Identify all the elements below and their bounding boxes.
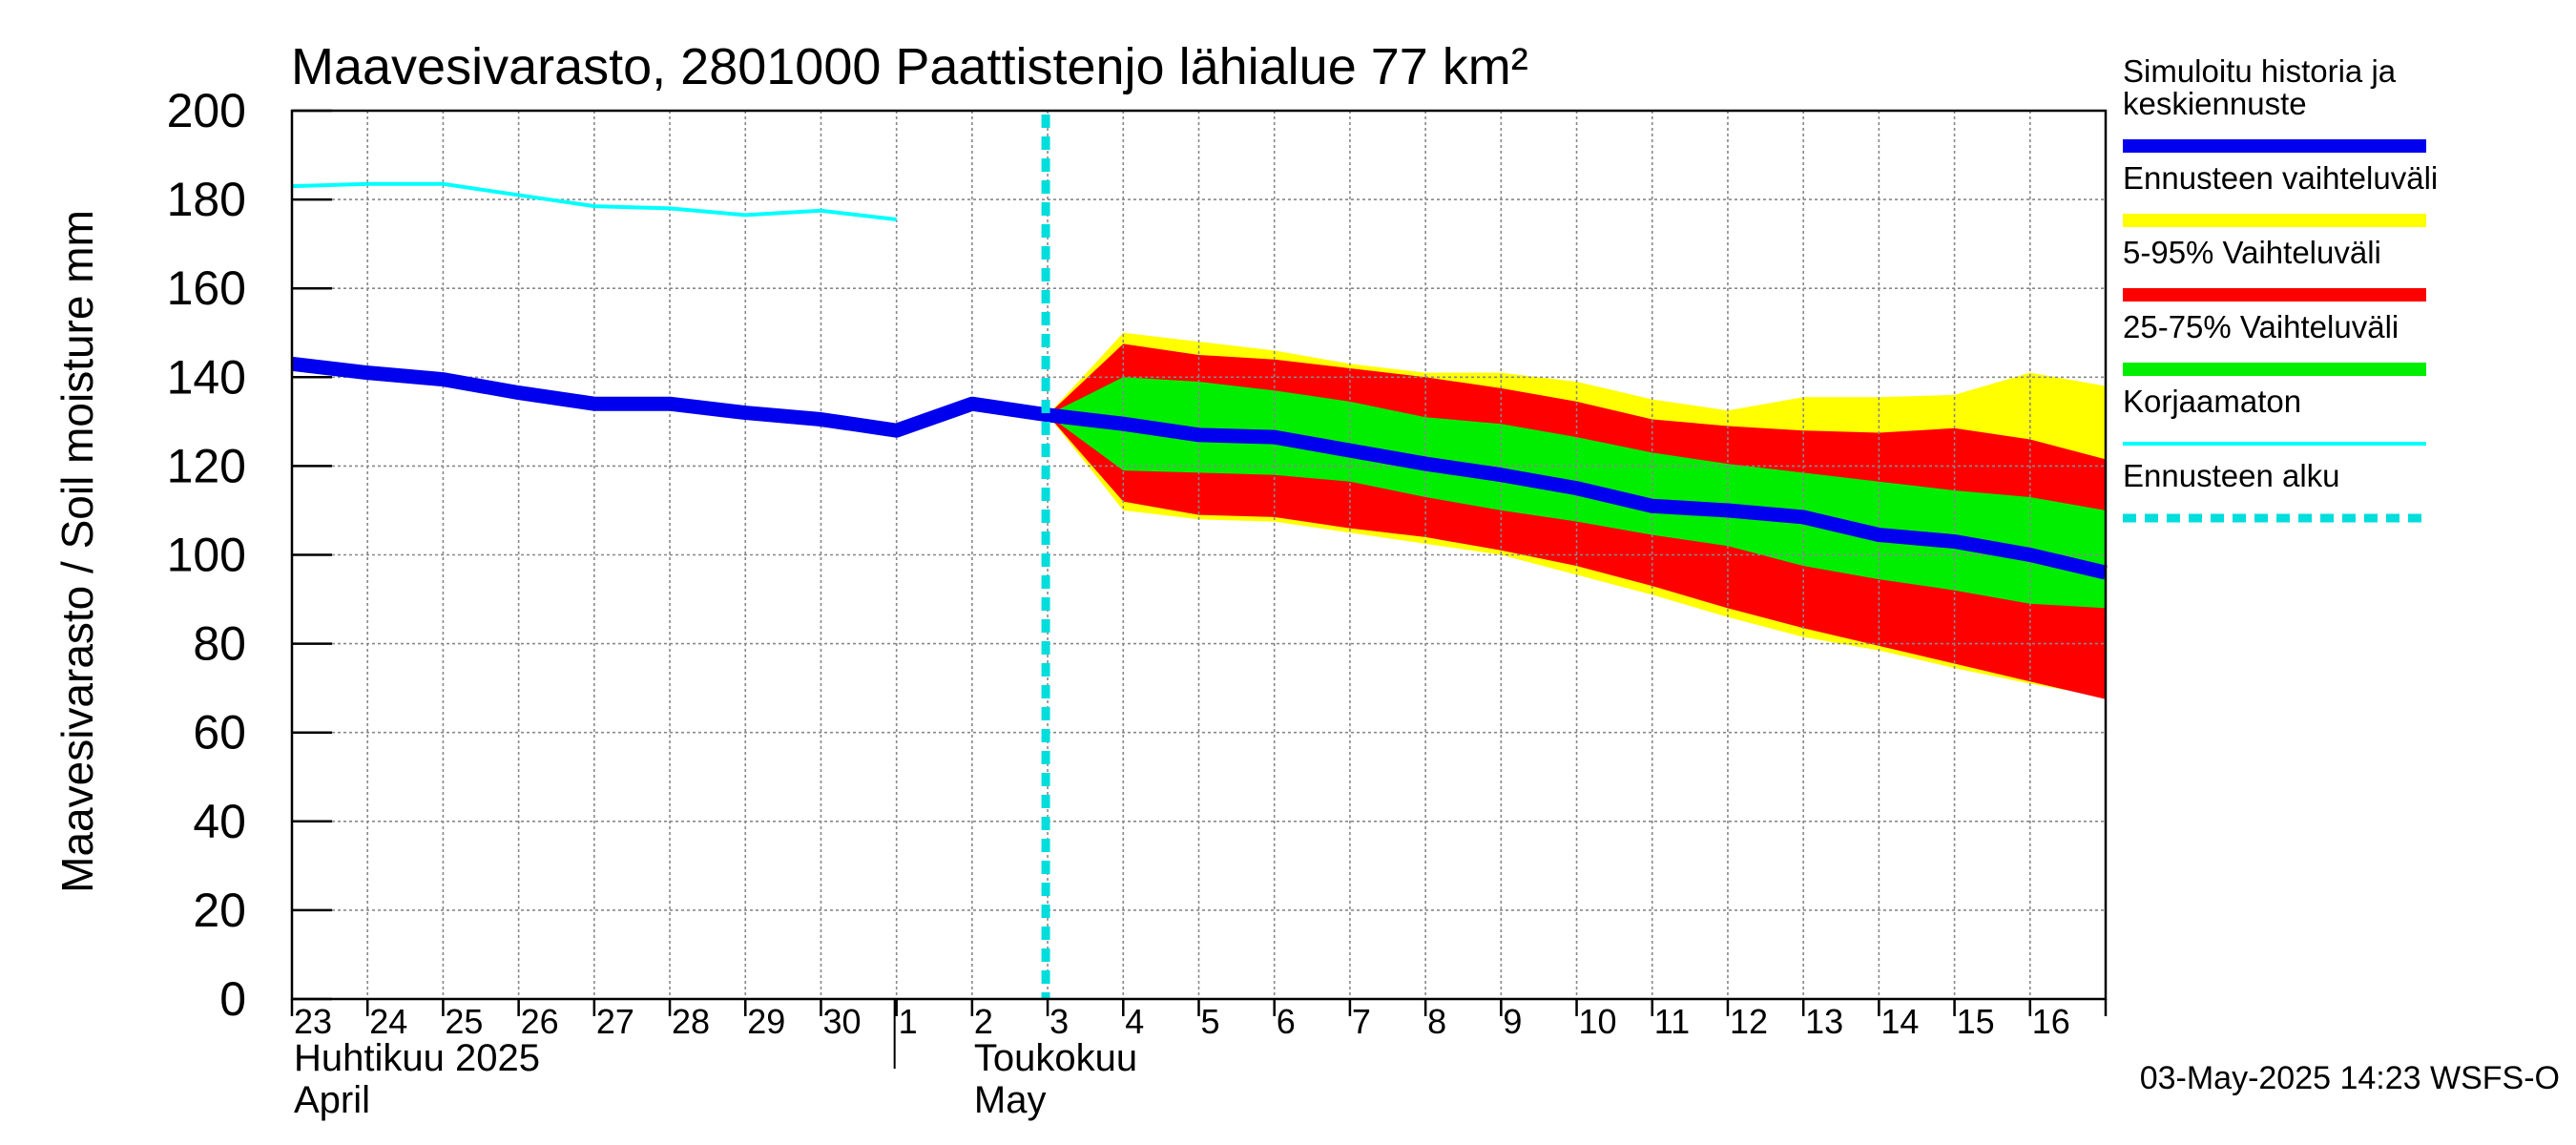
y-tick-label: 100 (167, 529, 246, 582)
x-tick-label: 7 (1352, 1002, 1371, 1041)
legend-item-p25_75: 25-75% Vaihteluväli (2123, 309, 2426, 376)
x-tick-label: 16 (2032, 1002, 2070, 1041)
x-tick-label: 11 (1654, 1002, 1690, 1041)
x-tick-label: 4 (1125, 1002, 1144, 1041)
y-tick-label: 200 (167, 84, 246, 137)
x-tick-label: 8 (1427, 1002, 1446, 1041)
legend-item-korjaamaton: Korjaamaton (2123, 384, 2426, 446)
x-tick-label: 5 (1201, 1002, 1220, 1041)
x-tick-label: 25 (445, 1002, 483, 1041)
timestamp: 03-May-2025 14:23 WSFS-O (2140, 1060, 2560, 1096)
legend-label: 5-95% Vaihteluväli (2123, 235, 2381, 270)
legend-item-p5_95: 5-95% Vaihteluväli (2123, 235, 2426, 302)
x-tick-label: 27 (596, 1002, 634, 1041)
y-tick-label: 40 (193, 795, 246, 848)
x-tick-label: 26 (521, 1002, 559, 1041)
legend-label: Ennusteen vaihteluväli (2123, 160, 2438, 196)
x-tick-label: 2 (974, 1002, 993, 1041)
grid (292, 110, 2106, 999)
legend-label: Korjaamaton (2123, 384, 2301, 419)
x-tick-label: 1 (899, 1002, 918, 1041)
x-tick-label: 28 (672, 1002, 710, 1041)
x-tick-label: 29 (747, 1002, 785, 1041)
month-label-fi: Toukokuu (974, 1037, 1137, 1079)
month-label-en: May (974, 1079, 1047, 1121)
x-tick-label: 10 (1579, 1002, 1617, 1041)
x-tick-label: 14 (1880, 1002, 1919, 1041)
x-tick-label: 24 (369, 1002, 407, 1041)
legend-label: keskiennuste (2123, 86, 2307, 121)
x-tick-label: 6 (1277, 1002, 1296, 1041)
y-axis-label: Maavesivarasto / Soil moisture mm (52, 210, 102, 893)
x-tick-label: 30 (822, 1002, 861, 1041)
x-tick-label: 13 (1805, 1002, 1843, 1041)
simulated-median-line (291, 356, 2108, 580)
legend-label: Simuloitu historia ja (2123, 53, 2397, 89)
y-tick-label: 140 (167, 350, 246, 404)
y-tick-label: 60 (193, 706, 246, 760)
month-label-en: April (294, 1079, 370, 1121)
legend-label: Ennusteen alku (2123, 458, 2340, 493)
x-tick-label: 9 (1503, 1002, 1522, 1041)
chart-title: Maavesivarasto, 2801000 Paattistenjo läh… (291, 38, 1528, 95)
x-tick-label: 23 (294, 1002, 332, 1041)
y-tick-label: 20 (193, 884, 246, 937)
legend-item-range_full: Ennusteen vaihteluväli (2123, 160, 2438, 227)
y-tick-label: 120 (167, 439, 246, 492)
x-tick-label: 15 (1957, 1002, 1995, 1041)
y-tick-label: 180 (167, 173, 246, 226)
korjaamaton-line (291, 181, 897, 222)
x-tick-label: 3 (1049, 1002, 1069, 1041)
x-tick-label: 12 (1730, 1002, 1768, 1041)
y-tick-label: 0 (219, 972, 246, 1026)
legend-item-forecast_start: Ennusteen alku (2123, 458, 2426, 523)
y-tick-label: 80 (193, 617, 246, 671)
legend-label: 25-75% Vaihteluväli (2123, 309, 2399, 344)
month-label-fi: Huhtikuu 2025 (294, 1037, 540, 1079)
y-tick-label: 160 (167, 261, 246, 315)
